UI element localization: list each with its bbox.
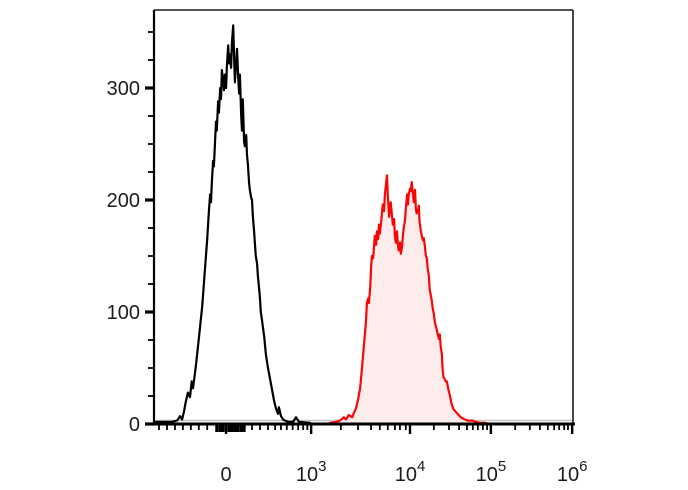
unstained-control-histogram [155,24,311,424]
y-tick-label: 0 [129,414,140,436]
stained-sample-histogram-fill [330,175,490,424]
x-tick-label: 105 [476,458,507,486]
stained-sample-histogram [328,174,492,426]
y-tick-label: 300 [107,78,140,100]
x-tick-label: 0 [221,464,232,486]
y-tick-label: 100 [107,302,140,324]
y-tick-label: 200 [107,190,140,212]
x-tick-label: 106 [557,458,588,486]
x-tick-label: 103 [296,458,327,486]
x-tick-label: 104 [395,458,426,486]
